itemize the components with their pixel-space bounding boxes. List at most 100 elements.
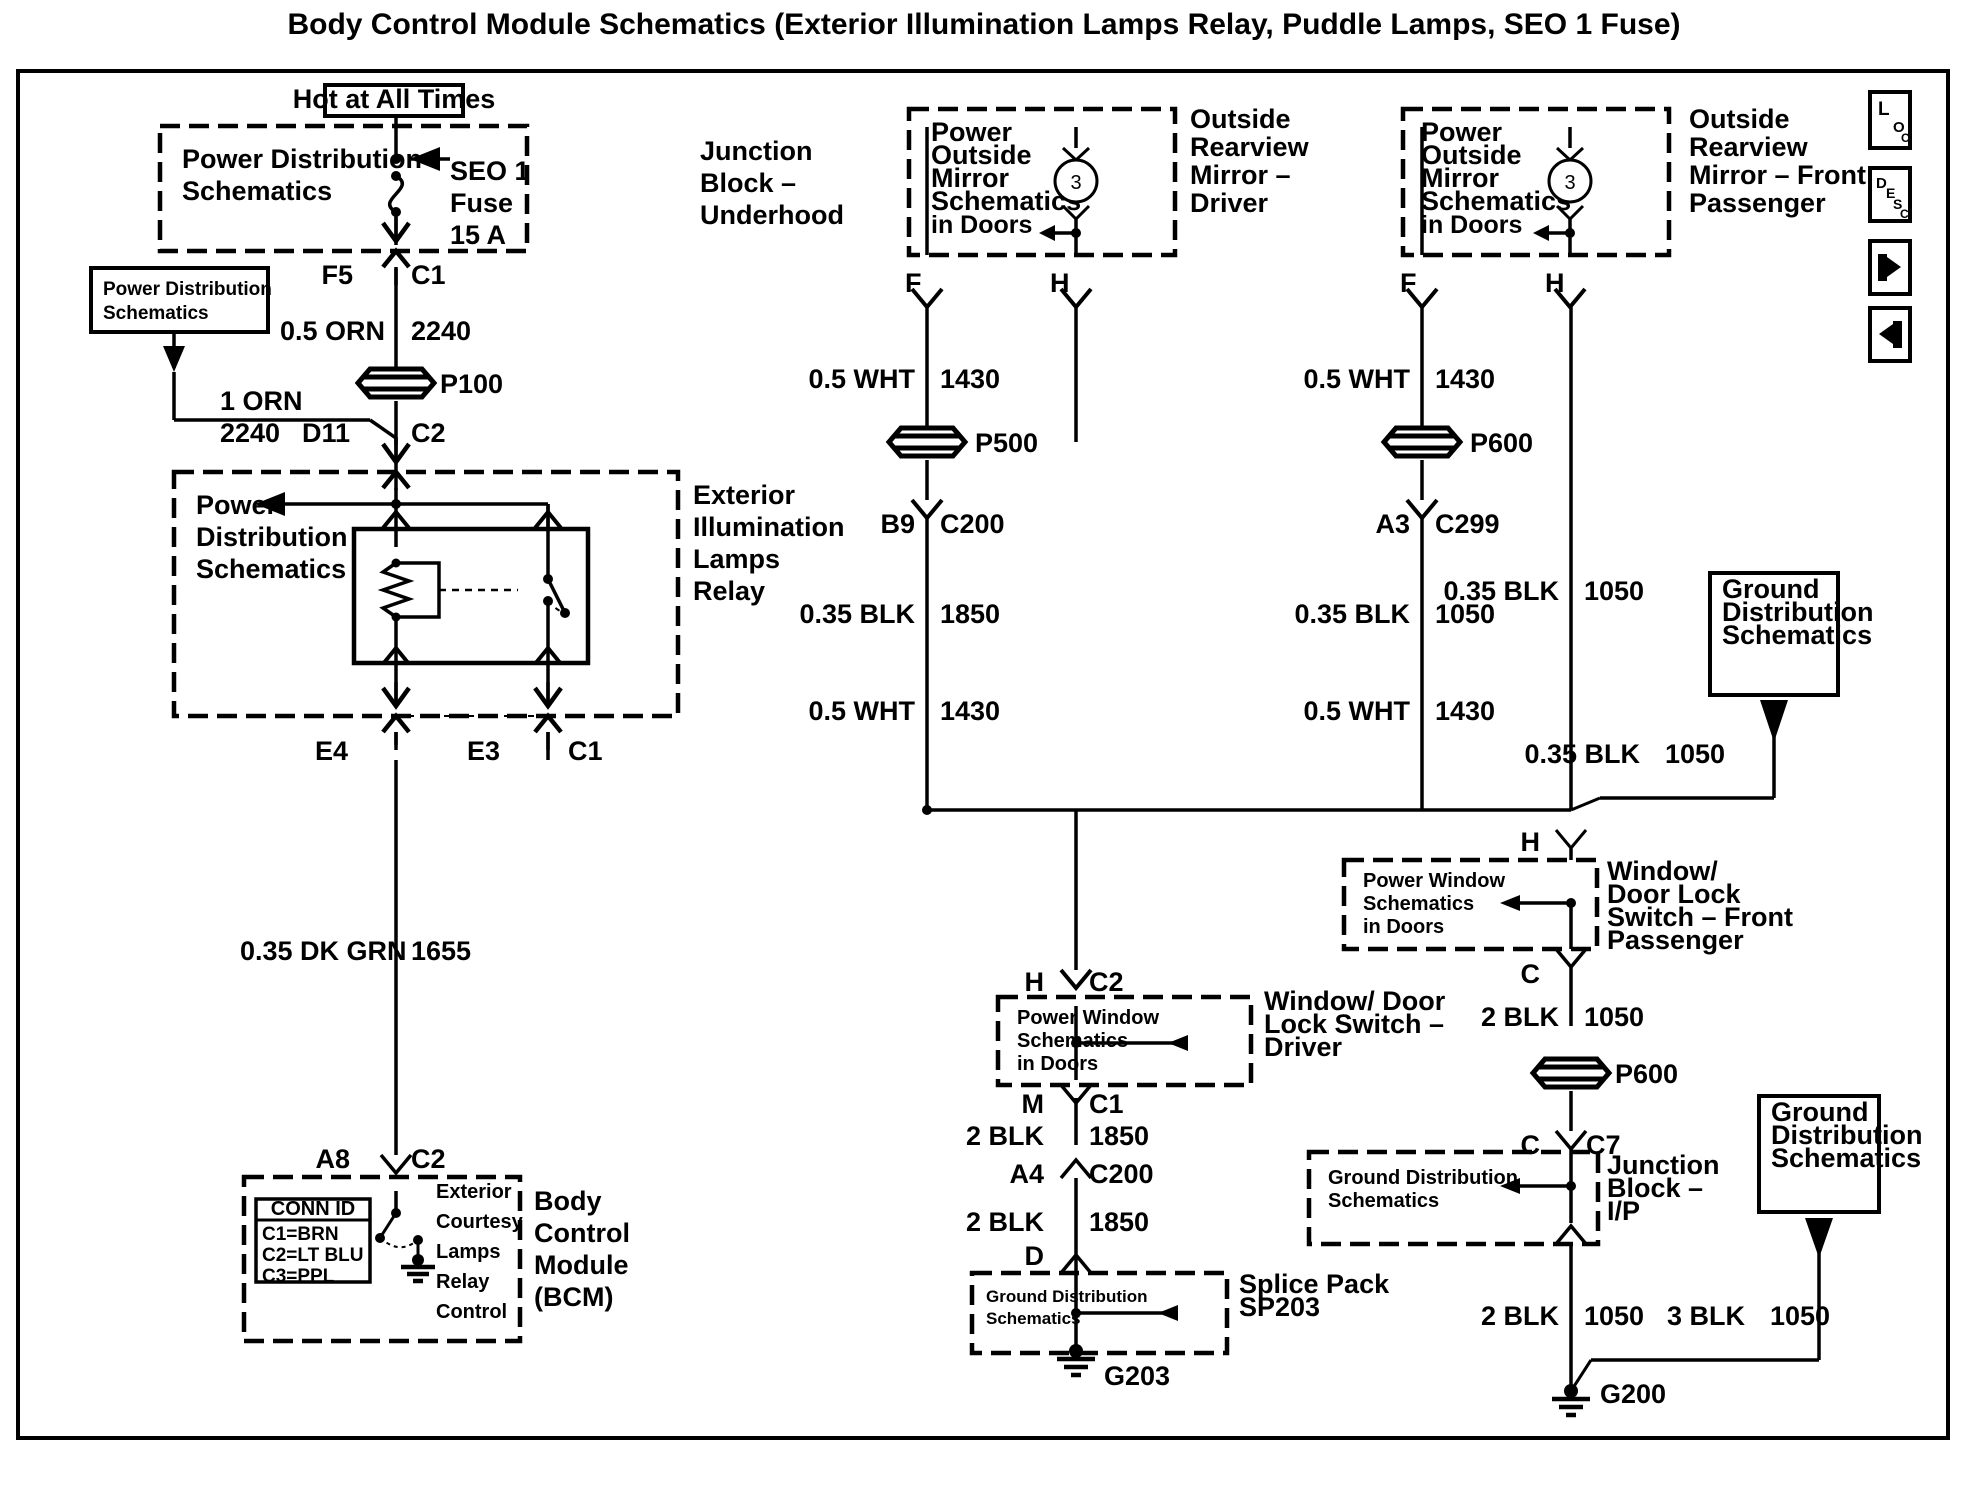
svg-text:0.35 BLK: 0.35 BLK bbox=[1294, 599, 1410, 629]
svg-text:Mirror – Front: Mirror – Front bbox=[1689, 160, 1866, 190]
svg-text:C1: C1 bbox=[568, 736, 603, 766]
svg-text:1050: 1050 bbox=[1770, 1301, 1830, 1331]
svg-text:Relay: Relay bbox=[693, 576, 765, 606]
svg-text:H: H bbox=[1025, 967, 1045, 997]
svg-text:C200: C200 bbox=[1089, 1159, 1154, 1189]
svg-text:C299: C299 bbox=[1435, 509, 1500, 539]
svg-text:Rearview: Rearview bbox=[1689, 132, 1809, 162]
svg-text:C: C bbox=[1521, 959, 1541, 989]
svg-text:A8: A8 bbox=[315, 1144, 350, 1174]
svg-text:Power Distribution: Power Distribution bbox=[182, 144, 422, 174]
svg-text:B9: B9 bbox=[880, 509, 915, 539]
svg-text:P100: P100 bbox=[440, 369, 503, 399]
svg-text:Hot at All Times: Hot at All Times bbox=[293, 84, 496, 114]
svg-text:Mirror –: Mirror – bbox=[1190, 160, 1291, 190]
svg-text:Control: Control bbox=[534, 1218, 630, 1248]
svg-text:Exterior: Exterior bbox=[436, 1181, 512, 1203]
svg-text:Schematics: Schematics bbox=[1363, 893, 1474, 915]
svg-text:Relay: Relay bbox=[436, 1271, 490, 1293]
svg-text:C200: C200 bbox=[940, 509, 1005, 539]
svg-text:Power Window: Power Window bbox=[1363, 870, 1505, 892]
svg-text:C2: C2 bbox=[1089, 967, 1124, 997]
svg-text:1050: 1050 bbox=[1584, 1002, 1644, 1032]
svg-text:1850: 1850 bbox=[1089, 1207, 1149, 1237]
svg-text:3 BLK: 3 BLK bbox=[1667, 1301, 1746, 1331]
svg-text:Junction: Junction bbox=[700, 136, 813, 166]
svg-text:Schematics: Schematics bbox=[103, 303, 209, 324]
svg-text:1850: 1850 bbox=[940, 599, 1000, 629]
svg-text:P600: P600 bbox=[1615, 1059, 1678, 1089]
svg-text:C3=PPL: C3=PPL bbox=[262, 1266, 335, 1287]
svg-text:Courtesy: Courtesy bbox=[436, 1211, 524, 1233]
svg-text:Power Window: Power Window bbox=[1017, 1007, 1159, 1029]
svg-text:A4: A4 bbox=[1009, 1159, 1044, 1189]
svg-text:1430: 1430 bbox=[940, 696, 1000, 726]
svg-text:0.5 WHT: 0.5 WHT bbox=[1303, 364, 1410, 394]
svg-text:3: 3 bbox=[1564, 172, 1575, 194]
svg-text:Lamps: Lamps bbox=[693, 544, 780, 574]
svg-text:Schematics: Schematics bbox=[196, 554, 346, 584]
svg-text:0.35 BLK: 0.35 BLK bbox=[1443, 576, 1559, 606]
svg-text:Schematics: Schematics bbox=[986, 1309, 1081, 1328]
svg-text:(BCM): (BCM) bbox=[534, 1282, 613, 1312]
svg-text:Underhood: Underhood bbox=[700, 200, 844, 230]
svg-text:15 A: 15 A bbox=[450, 220, 506, 250]
svg-text:Illumination: Illumination bbox=[693, 512, 845, 542]
svg-text:G200: G200 bbox=[1600, 1379, 1666, 1409]
svg-text:0.35 BLK: 0.35 BLK bbox=[1524, 739, 1640, 769]
svg-text:L: L bbox=[1878, 99, 1890, 120]
svg-text:1050: 1050 bbox=[1584, 1301, 1644, 1331]
svg-text:Outside: Outside bbox=[1689, 104, 1790, 134]
svg-text:2240: 2240 bbox=[220, 418, 280, 448]
svg-text:2 BLK: 2 BLK bbox=[1481, 1002, 1560, 1032]
svg-text:Driver: Driver bbox=[1190, 188, 1269, 218]
svg-text:C1: C1 bbox=[1089, 1089, 1124, 1119]
svg-text:A3: A3 bbox=[1375, 509, 1410, 539]
svg-text:C1: C1 bbox=[411, 260, 446, 290]
svg-text:Ground Distribution: Ground Distribution bbox=[1328, 1167, 1518, 1189]
svg-text:Power Distribution: Power Distribution bbox=[103, 279, 272, 300]
svg-text:SP203: SP203 bbox=[1239, 1292, 1320, 1322]
svg-text:I/P: I/P bbox=[1607, 1196, 1640, 1226]
svg-text:2240: 2240 bbox=[411, 316, 471, 346]
svg-text:C2: C2 bbox=[411, 1144, 446, 1174]
svg-text:0.35 BLK: 0.35 BLK bbox=[799, 599, 915, 629]
svg-text:0.35 DK GRN: 0.35 DK GRN bbox=[240, 936, 407, 966]
svg-text:Lamps: Lamps bbox=[436, 1241, 500, 1263]
svg-text:3: 3 bbox=[1070, 172, 1081, 194]
svg-text:Schematics: Schematics bbox=[1328, 1190, 1439, 1212]
svg-text:Schematics: Schematics bbox=[1722, 620, 1872, 650]
svg-text:C: C bbox=[1901, 131, 1910, 145]
svg-text:Schematics: Schematics bbox=[1771, 1143, 1921, 1173]
svg-text:1655: 1655 bbox=[411, 936, 471, 966]
svg-text:P500: P500 bbox=[975, 428, 1038, 458]
svg-text:0.5 WHT: 0.5 WHT bbox=[808, 364, 915, 394]
svg-text:SEO 1: SEO 1 bbox=[450, 156, 530, 186]
svg-text:Ground Distribution: Ground Distribution bbox=[986, 1287, 1147, 1306]
svg-text:Passenger: Passenger bbox=[1689, 188, 1826, 218]
svg-text:C2=LT BLU: C2=LT BLU bbox=[262, 1245, 364, 1266]
svg-text:H: H bbox=[1545, 268, 1565, 298]
svg-text:1430: 1430 bbox=[1435, 364, 1495, 394]
svg-text:D: D bbox=[1025, 1241, 1045, 1271]
svg-text:D11: D11 bbox=[302, 418, 350, 448]
svg-text:C: C bbox=[1900, 207, 1909, 221]
svg-text:Passenger: Passenger bbox=[1607, 925, 1744, 955]
svg-text:Fuse: Fuse bbox=[450, 188, 513, 218]
svg-text:E4: E4 bbox=[315, 736, 348, 766]
svg-text:2 BLK: 2 BLK bbox=[966, 1121, 1045, 1151]
svg-text:Distribution: Distribution bbox=[196, 522, 347, 552]
svg-text:1050: 1050 bbox=[1665, 739, 1725, 769]
svg-text:1850: 1850 bbox=[1089, 1121, 1149, 1151]
svg-text:M: M bbox=[1022, 1089, 1045, 1119]
svg-text:Rearview: Rearview bbox=[1190, 132, 1310, 162]
svg-text:P600: P600 bbox=[1470, 428, 1533, 458]
svg-text:1 ORN: 1 ORN bbox=[220, 386, 303, 416]
svg-text:Control: Control bbox=[436, 1301, 507, 1323]
svg-text:C1=BRN: C1=BRN bbox=[262, 1224, 339, 1245]
svg-text:0.5 WHT: 0.5 WHT bbox=[808, 696, 915, 726]
svg-text:1430: 1430 bbox=[1435, 696, 1495, 726]
svg-text:CONN ID: CONN ID bbox=[271, 1198, 355, 1220]
svg-text:Driver: Driver bbox=[1264, 1032, 1343, 1062]
svg-text:in Doors: in Doors bbox=[1363, 916, 1444, 938]
